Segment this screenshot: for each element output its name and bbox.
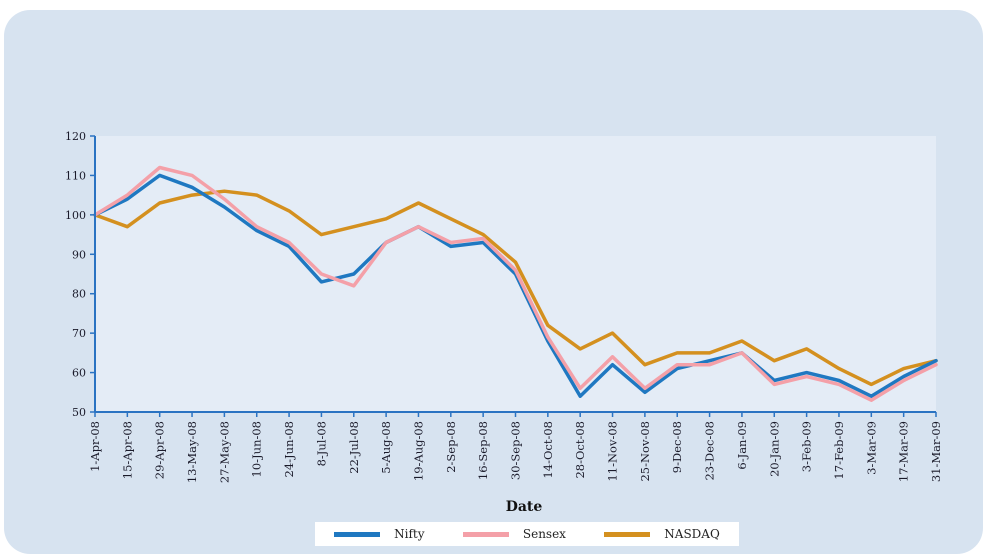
x-tick-label: 28-Oct-08 (573, 421, 587, 479)
x-tick-label: 6-Jan-09 (735, 421, 749, 470)
x-tick-label: 5-Aug-08 (379, 421, 393, 474)
x-tick-label: 30-Sep-08 (509, 421, 523, 480)
x-tick-label: 10-Jun-08 (250, 421, 264, 477)
x-tick-label: 11-Nov-08 (606, 421, 620, 482)
x-tick-label: 16-Sep-08 (476, 421, 490, 480)
x-tick-label: 9-Dec-08 (670, 421, 684, 473)
x-tick-label: 27-May-08 (217, 421, 231, 483)
legend-swatch-nifty (334, 531, 381, 537)
x-ticks: 1-Apr-08 15-Apr-08 29-Apr-08 13-May-08 27-Ma… (88, 412, 943, 483)
y-tick-label: 110 (65, 169, 86, 182)
legend-swatch-sensex (462, 531, 509, 537)
series-line-sensex (93, 165, 938, 402)
x-tick-label: 19-Aug-08 (411, 421, 425, 481)
y-tick-label: 80 (72, 288, 86, 301)
legend-label-nifty: Nifty (394, 527, 425, 541)
x-tick-label: 17-Mar-09 (897, 421, 911, 482)
y-ticks: 50 60 70 80 90 100 110 120 (65, 130, 95, 419)
x-axis-title: Date (506, 499, 543, 515)
legend: Nifty Sensex NASDAQ (315, 522, 739, 546)
x-tick-label: 31-Mar-09 (929, 421, 943, 482)
x-tick-label: 8-Jul-08 (314, 421, 328, 466)
x-tick-label: 23-Dec-08 (703, 421, 717, 481)
x-tick-label: 14-Oct-08 (541, 421, 555, 479)
y-tick-label: 120 (65, 130, 86, 143)
x-tick-label: 24-Jun-08 (282, 421, 296, 477)
x-tick-label: 25-Nov-08 (638, 421, 652, 482)
x-tick-label: 29-Apr-08 (153, 421, 167, 479)
legend-item-nifty: Nifty (334, 527, 425, 541)
x-tick-label: 22-Jul-08 (347, 421, 361, 474)
legend-item-nasdaq: NASDAQ (604, 527, 720, 541)
x-tick-label: 1-Apr-08 (88, 421, 102, 472)
x-tick-label: 2-Sep-08 (444, 421, 458, 473)
series-line-nasdaq (93, 189, 938, 387)
legend-label-nasdaq: NASDAQ (664, 527, 720, 541)
y-tick-label: 100 (65, 209, 86, 222)
legend-swatch-nasdaq (604, 531, 651, 537)
series-layer (93, 165, 938, 402)
x-tick-label: 13-May-08 (185, 421, 199, 483)
x-tick-label: 3-Feb-09 (800, 421, 814, 472)
x-tick-label: 20-Jan-09 (767, 421, 781, 477)
x-tick-label: 17-Feb-09 (832, 421, 846, 480)
legend-label-sensex: Sensex (522, 527, 566, 541)
x-tick-label: 3-Mar-09 (864, 421, 878, 475)
y-tick-label: 60 (72, 367, 86, 380)
y-tick-label: 70 (72, 327, 86, 340)
x-tick-label: 15-Apr-08 (120, 421, 134, 479)
legend-item-sensex: Sensex (462, 527, 566, 541)
y-tick-label: 90 (72, 248, 86, 261)
y-tick-label: 50 (72, 406, 86, 419)
